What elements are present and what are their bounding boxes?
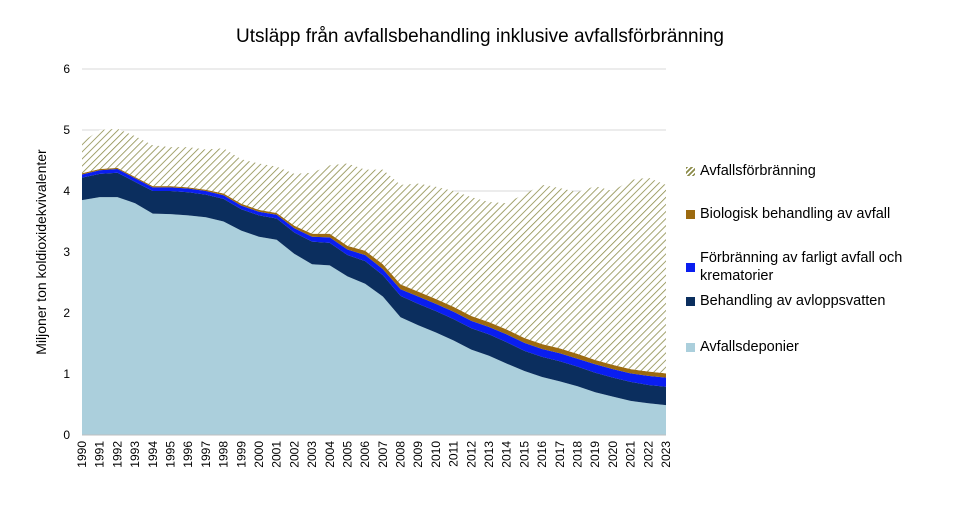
x-tick-label: 2001 [270, 441, 284, 468]
y-tick-label: 1 [63, 367, 70, 381]
x-tick-label: 2005 [340, 441, 354, 468]
x-tick-label: 2007 [376, 441, 390, 468]
x-tick-label: 2018 [571, 441, 585, 468]
legend-swatch [686, 296, 695, 306]
x-tick-label: 2011 [447, 441, 461, 467]
legend-label: Avfallsdeponier [700, 339, 799, 355]
x-tick-label: 1996 [181, 441, 195, 468]
legend-item: Biologisk behandling av avfall [686, 205, 946, 223]
legend-label: Behandling av avloppsvatten [700, 293, 886, 309]
y-tick-label: 0 [63, 428, 70, 442]
legend-label: Avfallsförbränning [700, 163, 816, 179]
x-tick-label: 2010 [429, 441, 443, 468]
x-tick-label: 2023 [659, 441, 673, 468]
x-tick-label: 2008 [394, 441, 408, 468]
y-axis-label: Miljoner ton koldioxidekvivalenter [33, 149, 49, 355]
legend-label: Förbränning av farligt avfall och kremat… [700, 250, 903, 284]
x-tick-label: 1991 [93, 441, 107, 468]
x-tick-label: 2002 [287, 441, 301, 468]
legend-item: Behandling av avloppsvatten [686, 292, 946, 310]
legend-item: Avfallsförbränning [686, 162, 946, 180]
legend-label: Biologisk behandling av avfall [700, 206, 891, 222]
x-tick-label: 1992 [110, 441, 124, 468]
area [82, 172, 666, 406]
x-tick-label: 2020 [606, 441, 620, 468]
legend-swatch [686, 209, 695, 219]
x-tick-label: 1999 [234, 441, 248, 468]
x-tick-label: 1994 [146, 441, 160, 468]
legend-item: Förbränning av farligt avfall och kremat… [686, 249, 946, 285]
x-tick-label: 2017 [553, 441, 567, 468]
x-tick-label: 2003 [305, 441, 319, 468]
x-tick-label: 2004 [323, 441, 337, 468]
area [82, 128, 666, 374]
x-tick-label: 1993 [128, 441, 142, 468]
y-tick-label: 5 [63, 123, 70, 137]
x-tick-label: 2009 [411, 441, 425, 468]
y-tick-label: 3 [63, 245, 70, 259]
legend-swatch [686, 262, 695, 272]
y-tick-label: 6 [63, 62, 70, 76]
y-tick-label: 2 [63, 306, 70, 320]
x-tick-label: 2014 [500, 441, 514, 468]
x-tick-label: 2012 [464, 441, 478, 468]
x-tick-label: 2015 [517, 441, 531, 468]
legend-swatch [686, 166, 695, 176]
x-tick-label: 1990 [75, 441, 89, 468]
x-tick-label: 2022 [641, 441, 655, 468]
x-tick-label: 2013 [482, 441, 496, 468]
y-tick-label: 4 [63, 184, 70, 198]
x-tick-label: 1995 [163, 441, 177, 468]
x-tick-label: 2021 [624, 441, 638, 468]
legend-swatch [686, 342, 695, 352]
x-tick-label: 1998 [217, 441, 231, 468]
x-tick-label: 2000 [252, 441, 266, 468]
area [82, 197, 666, 435]
chart-title: Utsläpp från avfallsbehandling inklusive… [236, 26, 724, 47]
legend-item: Avfallsdeponier [686, 338, 946, 356]
x-tick-label: 2006 [358, 441, 372, 468]
x-tick-label: 1997 [199, 441, 213, 468]
x-tick-label: 2019 [588, 441, 602, 468]
x-tick-label: 2016 [535, 441, 549, 468]
